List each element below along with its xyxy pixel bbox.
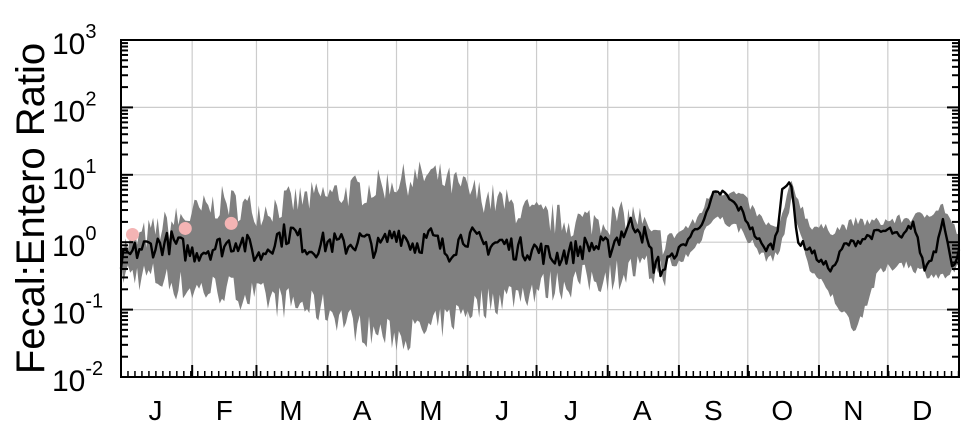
y-tick-label: 10-1 <box>52 291 103 331</box>
highlight-point <box>224 216 238 230</box>
y-tick-label: 103 <box>52 21 97 61</box>
median-series <box>119 181 961 278</box>
band-area <box>121 161 959 351</box>
x-tick-label: O <box>771 395 793 426</box>
x-tick-label: A <box>633 395 652 426</box>
highlight-point <box>125 228 139 242</box>
x-tick-label: J <box>495 395 509 426</box>
highlight-points <box>125 216 238 242</box>
x-tick-label: A <box>353 395 372 426</box>
highlight-point <box>178 221 192 235</box>
y-tick-label: 10-2 <box>52 358 103 398</box>
x-tick-label: F <box>216 395 233 426</box>
x-tick-label: N <box>843 395 863 426</box>
y-tick-label: 102 <box>52 88 97 128</box>
x-tick-label: J <box>564 395 578 426</box>
x-tick-label: J <box>148 395 162 426</box>
y-tick-label: 100 <box>52 223 97 263</box>
median-line <box>119 181 961 278</box>
y-axis-label: Fecal:Entero Ratio <box>9 43 53 374</box>
y-axis-ticks: 10-2 10-1 100 101 102 103 <box>52 21 959 398</box>
x-tick-label: M <box>279 395 302 426</box>
x-tick-label: D <box>912 395 932 426</box>
x-tick-label: S <box>704 395 723 426</box>
y-tick-label: 101 <box>52 156 97 196</box>
x-tick-label: M <box>419 395 442 426</box>
uncertainty-band <box>121 161 959 351</box>
